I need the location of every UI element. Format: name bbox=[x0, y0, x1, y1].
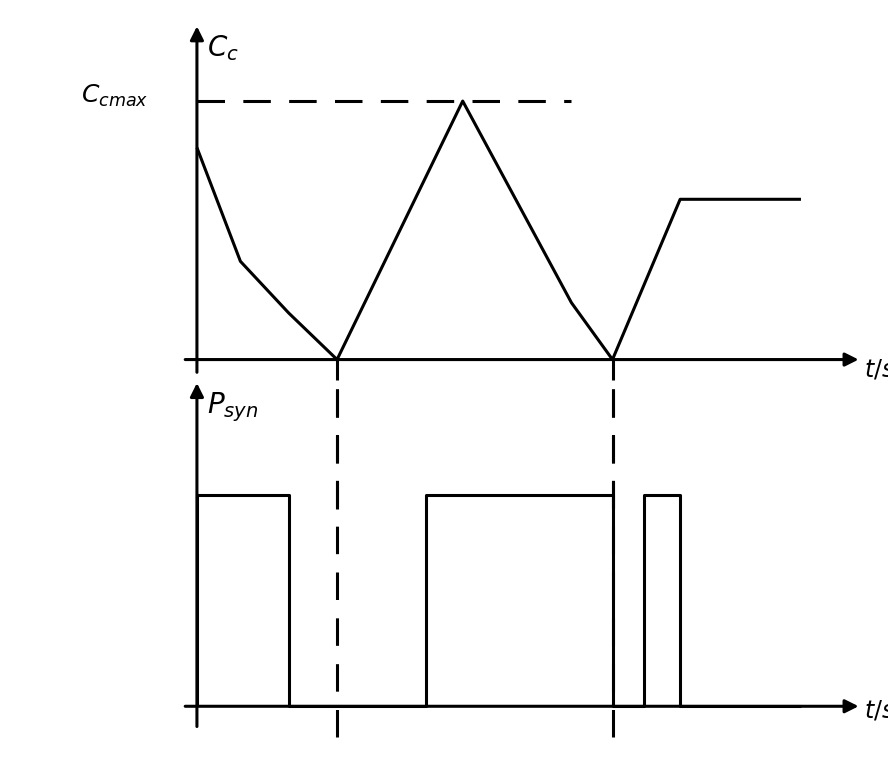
Text: $C_{cmax}$: $C_{cmax}$ bbox=[82, 83, 148, 109]
Text: $P_{syn}$: $P_{syn}$ bbox=[207, 390, 258, 423]
Text: $C_c$: $C_c$ bbox=[207, 34, 238, 64]
Text: $t/s$: $t/s$ bbox=[864, 358, 888, 382]
Text: $t/s$: $t/s$ bbox=[864, 698, 888, 722]
